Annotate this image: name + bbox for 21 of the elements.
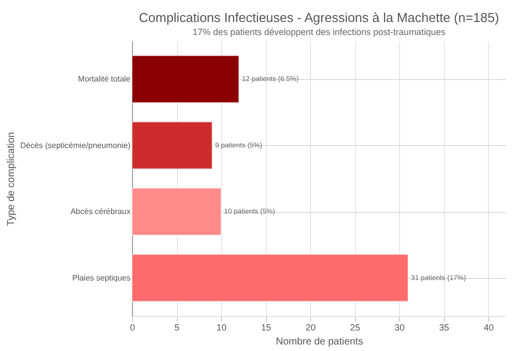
y-tick-label: Mortalité totale (78, 74, 132, 84)
x-tick-label: 25 (350, 322, 360, 332)
x-tick-label: 40 (484, 322, 494, 332)
y-axis-title: Type de complication (6, 132, 18, 226)
x-tick-label: 15 (261, 322, 272, 332)
x-tick-label: 35 (439, 322, 450, 332)
bar (132, 55, 240, 104)
x-tick-label: 5 (174, 322, 180, 332)
x-tick-label: 0 (130, 322, 136, 332)
x-tick-label: 30 (394, 322, 405, 332)
y-tick-label: Décès (septicémie/pneumonie) (20, 140, 131, 150)
x-tick-label: 20 (306, 322, 316, 332)
bar (132, 188, 222, 236)
chart-title: Complications Infectieuses - Agressions à la Machette (n=185) (138, 10, 500, 25)
bar (132, 121, 213, 170)
x-tick-label: 10 (216, 322, 227, 332)
y-tick-label: Plaies septiques (72, 273, 130, 282)
y-tick-label: Abcès cérébraux (70, 207, 130, 216)
chart-subtitle: 17% des patients développent des infections post-traumatiques (192, 27, 446, 37)
bar (132, 254, 409, 302)
x-axis-title: Nombre de patients (276, 336, 364, 348)
